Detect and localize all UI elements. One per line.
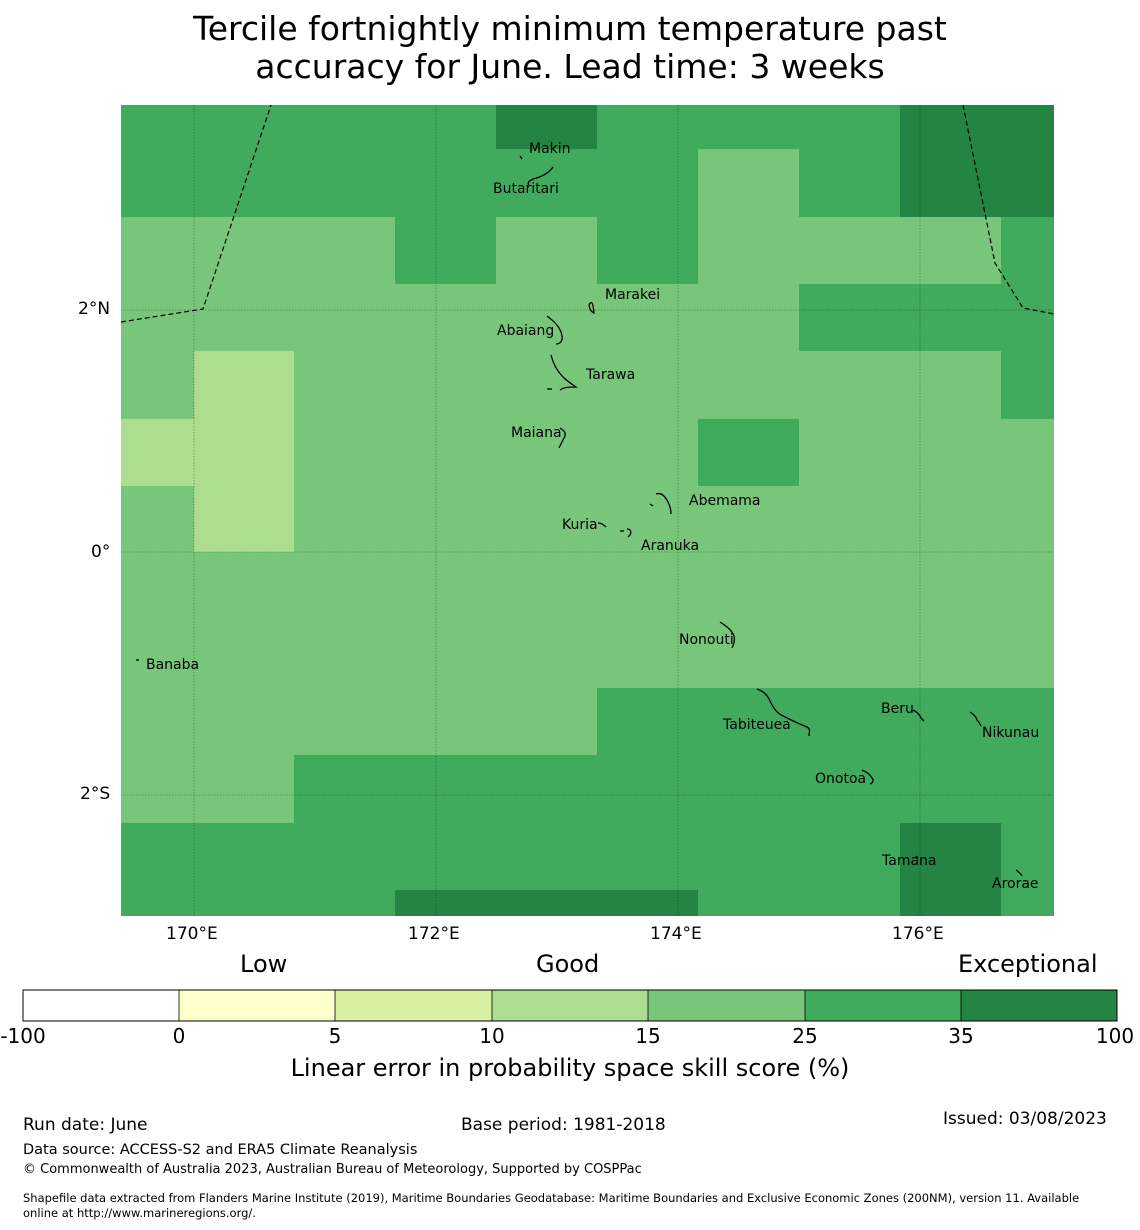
grid-cell xyxy=(799,284,1054,351)
colorbar-tick: 5 xyxy=(328,1024,342,1048)
shapefile-credit-1: Shapefile data extracted from Flanders M… xyxy=(23,1191,1080,1205)
place-label: Nikunau xyxy=(982,725,1040,741)
map-title: Tercile fortnightly minimum temperature … xyxy=(0,10,1140,86)
colorbar-swatch xyxy=(492,990,648,1021)
grid-cell xyxy=(294,755,597,916)
colorbar-tick: 25 xyxy=(792,1024,818,1048)
place-label: Beru xyxy=(881,701,914,717)
colorbar-swatch xyxy=(648,990,805,1021)
legend-category-low: Low xyxy=(240,950,288,978)
island-outlines xyxy=(136,155,1023,877)
copyright: © Commonwealth of Australia 2023, Austra… xyxy=(23,1162,642,1177)
shapefile-credit-2: online at http://www.marineregions.org/. xyxy=(23,1206,256,1220)
place-label: Marakei xyxy=(605,287,661,303)
place-label: Kuria xyxy=(562,517,598,533)
lat-label: 0° xyxy=(91,542,111,562)
lat-label: 2°N xyxy=(78,299,111,319)
grid-cell xyxy=(121,823,294,916)
lon-label: 176°E xyxy=(892,924,944,944)
place-label: Tamana xyxy=(882,853,937,869)
place-label: Onotoa xyxy=(815,771,867,787)
title-line-2: accuracy for June. Lead time: 3 weeks xyxy=(255,47,885,86)
legend-category-exceptional: Exceptional xyxy=(958,950,1098,978)
grid-cell xyxy=(395,217,496,284)
place-label: Abaiang xyxy=(497,323,555,339)
place-label: Tabiteuea xyxy=(723,717,791,733)
colorbar-title: Linear error in probability space skill … xyxy=(290,1054,850,1082)
place-label: Arorae xyxy=(992,876,1039,892)
data-source: Data source: ACCESS-S2 and ERA5 Climate … xyxy=(23,1142,418,1158)
run-date: Run date: June xyxy=(23,1115,148,1135)
colorbar-swatch xyxy=(805,990,961,1021)
base-period: Base period: 1981-2018 xyxy=(461,1115,666,1135)
title-line-1: Tercile fortnightly minimum temperature … xyxy=(193,9,947,48)
colorbar-tick: -100 xyxy=(0,1024,46,1048)
colorbar-swatch xyxy=(961,990,1117,1021)
place-label: Aranuka xyxy=(641,538,700,554)
colorbar-tick: 100 xyxy=(1095,1024,1135,1048)
place-label: Maiana xyxy=(511,425,562,441)
colorbar-swatch xyxy=(179,990,335,1021)
grid-cell xyxy=(121,419,194,486)
place-label: Tarawa xyxy=(586,367,636,383)
colorbar-tick: 10 xyxy=(479,1024,505,1048)
place-label: Banaba xyxy=(146,657,200,673)
grid-cell xyxy=(698,419,799,486)
grid-cell xyxy=(698,149,799,217)
colorbar-tick: 15 xyxy=(635,1024,661,1048)
grid-cell xyxy=(900,105,1054,217)
legend-category-good: Good xyxy=(536,950,600,978)
lon-label: 170°E xyxy=(166,924,218,944)
colorbar-swatch xyxy=(335,990,492,1021)
graticule xyxy=(121,105,1054,916)
grid-cell xyxy=(900,823,1001,916)
issued-date: Issued: 03/08/2023 xyxy=(943,1109,1107,1129)
grid-cell xyxy=(496,105,597,149)
place-label: Butaritari xyxy=(493,181,559,197)
colorbar xyxy=(22,989,1118,1022)
place-label: Makin xyxy=(529,141,571,157)
grid-cell xyxy=(597,217,698,284)
eez-boundary xyxy=(120,104,1055,323)
grid-cell xyxy=(395,890,698,916)
lon-label: 174°E xyxy=(650,924,702,944)
colorbar-tick: 35 xyxy=(948,1024,974,1048)
place-label: Nonouti xyxy=(679,632,734,648)
lon-label: 172°E xyxy=(408,924,460,944)
grid-cell xyxy=(194,351,294,552)
colorbar-swatch xyxy=(23,990,179,1021)
lat-label: 2°S xyxy=(80,784,111,804)
place-label: Abemama xyxy=(689,493,761,509)
colorbar-tick: 0 xyxy=(172,1024,186,1048)
